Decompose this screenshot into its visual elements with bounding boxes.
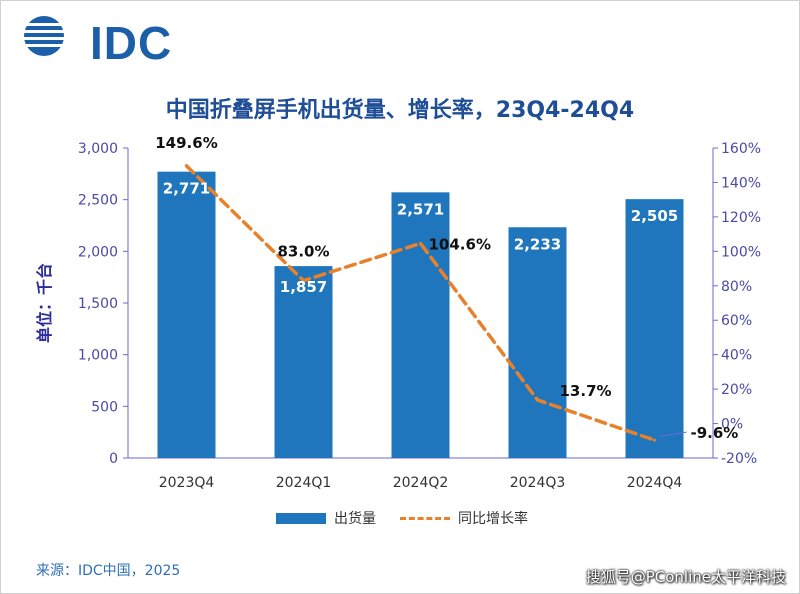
bar-data-label: 2,233 [514,235,561,253]
right-tick-label: -20% [721,451,757,467]
right-tick-label: 100% [721,244,761,260]
left-tick-label: 2,000 [78,244,118,260]
legend-bar-swatch [276,512,326,524]
bar-2024Q4 [625,199,684,458]
globe-icon [22,16,66,56]
y-axis-title: 单位：千台 [35,263,54,343]
x-tick-label: 2024Q3 [510,475,566,491]
legend-label-shipments: 出货量 [334,511,376,527]
right-tick-label: 120% [721,210,761,226]
line-data-label: 83.0% [277,243,329,261]
idc-logo: IDC [22,14,171,66]
right-tick-label: 60% [721,313,752,329]
right-tick-label: 0% [721,417,743,433]
growth-point [536,398,539,402]
line-data-label: 104.6% [429,235,491,253]
x-tick-label: 2023Q4 [159,475,215,491]
logo-text: IDC [90,17,173,69]
bar-2024Q1 [274,266,333,458]
growth-point [185,164,188,168]
source-note: 来源：IDC中国，2025 [36,563,181,579]
left-tick-label: 3,000 [78,141,118,157]
x-tick-label: 2024Q1 [276,475,332,491]
right-tick-label: 160% [721,141,761,157]
line-data-label: 13.7% [560,382,612,400]
chart-title: 中国折叠屏手机出货量、增长率，23Q4-24Q4 [165,98,635,123]
bar-data-label: 1,857 [280,278,327,296]
legend: 出货量 同比增长率 [0,508,800,530]
right-tick-label: 80% [721,279,752,295]
legend-label-growth: 同比增长率 [458,511,528,527]
bar-data-label: 2,571 [397,200,444,218]
line-data-label: -9.6% [691,424,739,442]
right-tick-label: 40% [721,348,752,364]
legend-line-swatch [400,516,450,520]
bar-data-label: 2,771 [163,180,210,198]
legend-item-shipments: 出货量 [276,508,376,528]
bar-2024Q2 [391,192,450,458]
left-tick-label: 500 [91,399,118,415]
bar-2023Q4 [157,171,216,458]
x-tick-label: 2024Q2 [393,475,449,491]
growth-point [653,438,656,442]
line-data-label: 149.6% [155,134,217,152]
left-tick-label: 1,000 [78,348,118,364]
growth-point [302,279,305,283]
x-tick-label: 2024Q4 [627,475,683,491]
growth-point [419,241,422,245]
legend-item-growth: 同比增长率 [400,508,528,528]
right-tick-label: 20% [721,382,752,398]
label-leader-line [660,431,687,437]
bar-2024Q3 [508,227,567,458]
watermark: 搜狐号@PConline太平洋科技 [585,568,786,586]
bar-data-label: 2,505 [631,207,678,225]
left-tick-label: 1,500 [78,296,118,312]
left-tick-label: 0 [109,451,118,467]
right-tick-label: 140% [721,175,761,191]
left-tick-label: 2,500 [78,193,118,209]
